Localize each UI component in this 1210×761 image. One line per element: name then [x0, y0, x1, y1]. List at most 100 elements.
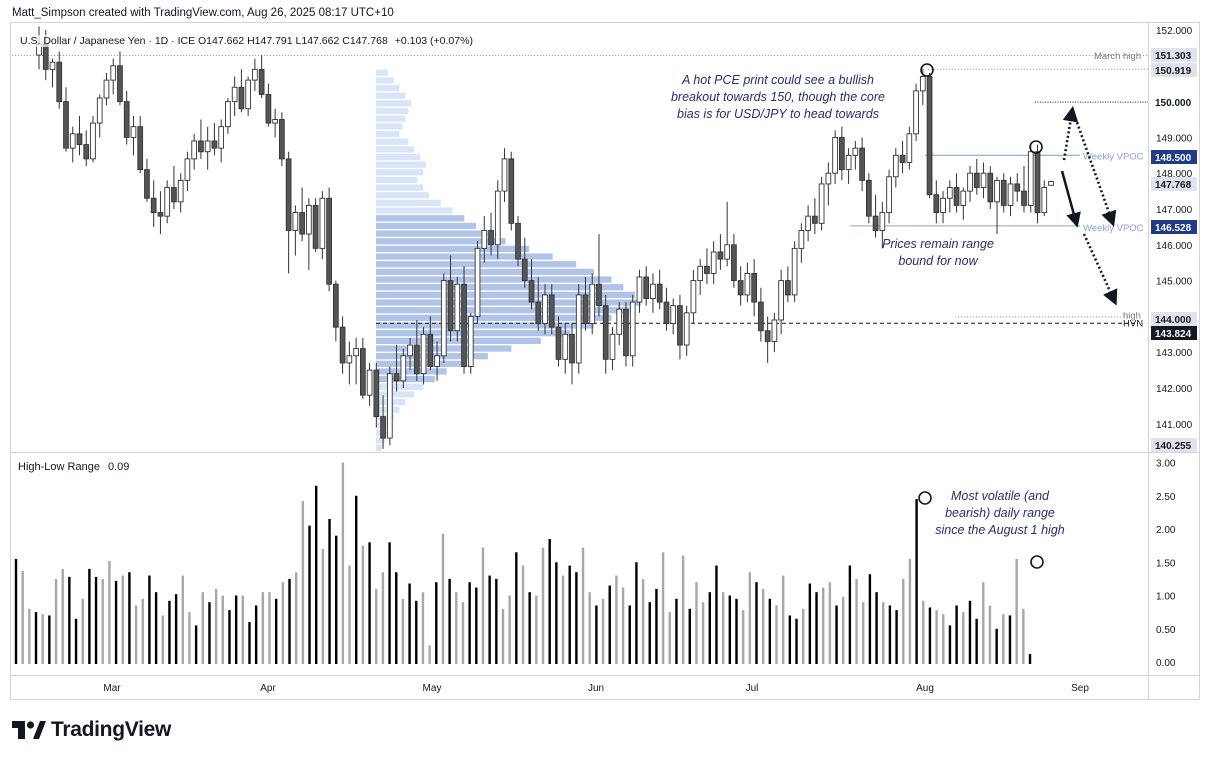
- hl-range-bar: [188, 612, 191, 664]
- candle-body: [123, 101, 130, 138]
- hl-range-bar: [368, 542, 371, 664]
- hl-range-bar: [621, 587, 625, 664]
- hl-range-bar: [335, 535, 338, 664]
- candle-body: [575, 294, 582, 364]
- hl-range-bar: [828, 582, 832, 664]
- price-label: 140.255: [1155, 441, 1192, 452]
- price-tick-label: 141.000: [1156, 420, 1193, 431]
- candle-body: [515, 222, 521, 260]
- hl-range-bar: [628, 605, 631, 664]
- candle-body: [812, 215, 818, 224]
- price-tick-label: 152.000: [1156, 26, 1193, 37]
- candle-body: [150, 197, 157, 214]
- hl-range-bar: [741, 610, 745, 664]
- candle-body: [926, 76, 933, 196]
- price-label: 148.500: [1155, 153, 1192, 164]
- price-label: 146.528: [1155, 223, 1192, 234]
- candle-body: [494, 190, 501, 246]
- candle-body: [225, 101, 231, 128]
- hl-range-bar: [468, 582, 471, 664]
- candle-body: [177, 179, 184, 203]
- dotted-down-arrow: [1082, 233, 1118, 306]
- highlight-circle: [1029, 140, 1043, 154]
- hl-range-bar: [1022, 608, 1025, 664]
- hl-range-bar: [848, 565, 852, 664]
- candle-body: [90, 122, 96, 160]
- hl-range-bar: [508, 595, 511, 664]
- price-label-box: [1151, 438, 1197, 452]
- candle-body: [616, 308, 623, 335]
- hl-range-bar: [842, 596, 845, 664]
- price-tick-label: 149.000: [1156, 133, 1193, 144]
- bullish-dotted-arrow: [1062, 105, 1079, 161]
- price-tick-label: 146.000: [1156, 241, 1193, 252]
- march-high-label: March high: [1094, 51, 1141, 62]
- volume-profile-row: [376, 199, 441, 207]
- hl-range-bar: [148, 575, 151, 664]
- candle-body: [164, 187, 171, 217]
- candle-body: [400, 355, 407, 382]
- hl-range-bar: [715, 565, 718, 664]
- hl-range-bar: [194, 625, 198, 664]
- hl-range-bar: [608, 585, 611, 664]
- hl-tick-label: 1.00: [1156, 592, 1176, 603]
- hl-range-bar: [355, 495, 358, 664]
- volume-profile-row: [376, 314, 612, 321]
- price-tick-label: 142.000: [1156, 384, 1193, 395]
- hl-range-bar: [388, 542, 391, 664]
- candle-body: [326, 197, 332, 285]
- hl-range-bar: [815, 592, 818, 664]
- candle-body: [967, 172, 973, 192]
- chart-attribution: Matt_Simpson created with TradingView.co…: [12, 7, 394, 19]
- candle-body: [447, 280, 454, 332]
- hl-range-bar: [768, 598, 772, 664]
- candle-body: [49, 61, 56, 70]
- symbol-name: U.S. Dollar / Japanese Yen · 1D · ICE: [20, 35, 196, 47]
- candle-body: [650, 283, 656, 299]
- candle-body: [373, 369, 380, 418]
- symbol-legend[interactable]: U.S. Dollar / Japanese Yen · 1D · ICE O1…: [18, 35, 475, 47]
- candle-body: [798, 230, 805, 249]
- volume-profile-row: [376, 69, 388, 76]
- candle-body: [805, 215, 811, 231]
- weekly-vpoc-label: Weekly VPOC: [1083, 223, 1144, 234]
- price-label-box: [1151, 150, 1197, 164]
- candle-body: [171, 187, 177, 203]
- volume-profile-row: [376, 238, 506, 245]
- candle-body: [542, 294, 548, 325]
- candle-body: [562, 333, 569, 360]
- hl-range-bar: [801, 608, 805, 664]
- candle-body: [919, 76, 926, 92]
- hl-range-bar: [308, 525, 311, 664]
- candle-body: [346, 355, 353, 364]
- candle-body: [56, 61, 63, 103]
- hl-range-bar: [1008, 615, 1012, 664]
- hl-range-bar: [982, 582, 985, 664]
- candle-body: [825, 172, 832, 185]
- hl-range-bar: [908, 558, 912, 664]
- hl-tick-label: 2.50: [1156, 492, 1176, 503]
- time-axis-label: Jul: [746, 683, 759, 694]
- volume-profile-row: [376, 284, 624, 291]
- hl-range-bar: [34, 612, 38, 664]
- legend-high: H147.791: [247, 35, 293, 47]
- hl-range-bar: [735, 598, 738, 664]
- candle-body: [386, 373, 393, 439]
- hl-range-bar: [795, 618, 798, 664]
- candle-body: [602, 305, 609, 360]
- hl-range-bar: [955, 605, 958, 664]
- hl-range-bar: [655, 588, 658, 664]
- indicator-legend[interactable]: High-Low Range 0.09: [18, 461, 129, 473]
- hl-range-bar: [541, 547, 545, 664]
- candle-body: [204, 140, 211, 153]
- hl-range-bar: [28, 608, 31, 664]
- price-tick-label: 143.000: [1156, 348, 1193, 359]
- hl-range-bar: [548, 538, 551, 664]
- hl-range-bar: [748, 572, 752, 664]
- candle-body: [285, 158, 292, 231]
- volume-profile-row: [376, 437, 385, 444]
- legend-open: O147.662: [198, 35, 245, 47]
- candle-body: [656, 283, 663, 303]
- candle-body: [238, 86, 245, 110]
